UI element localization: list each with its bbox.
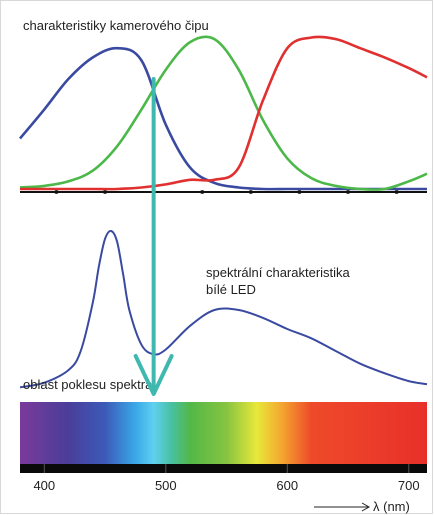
dip-arrow [133, 77, 174, 396]
unit-arrow-head [361, 502, 371, 512]
spectrum-baseline [20, 464, 427, 473]
led-spectrum-line [19, 229, 428, 389]
x-axis-ticks: 400 500 600 700 [33, 464, 420, 493]
led-annotation-line-2: bílé LED [206, 282, 256, 297]
led-annotation-line-1: spektrální charakteristika [206, 265, 351, 280]
x-tick-label: 700 [398, 478, 420, 493]
series-line-red [19, 35, 428, 191]
x-tick-label: 600 [276, 478, 298, 493]
series-line-green [19, 35, 428, 192]
x-tick-label: 400 [33, 478, 55, 493]
x-tick-label: 500 [155, 478, 177, 493]
dip-label: oblast poklesu spektra [23, 377, 153, 392]
x-unit-label: λ (nm) [373, 499, 410, 514]
series-line-blue [19, 46, 427, 191]
chart-title: charakteristiky kamerového čipu [23, 18, 209, 33]
dip-arrow-head [133, 354, 174, 396]
led-spectrum-chart [19, 229, 428, 389]
visible-spectrum-bar [20, 402, 427, 464]
camera-chip-chart [19, 35, 428, 194]
